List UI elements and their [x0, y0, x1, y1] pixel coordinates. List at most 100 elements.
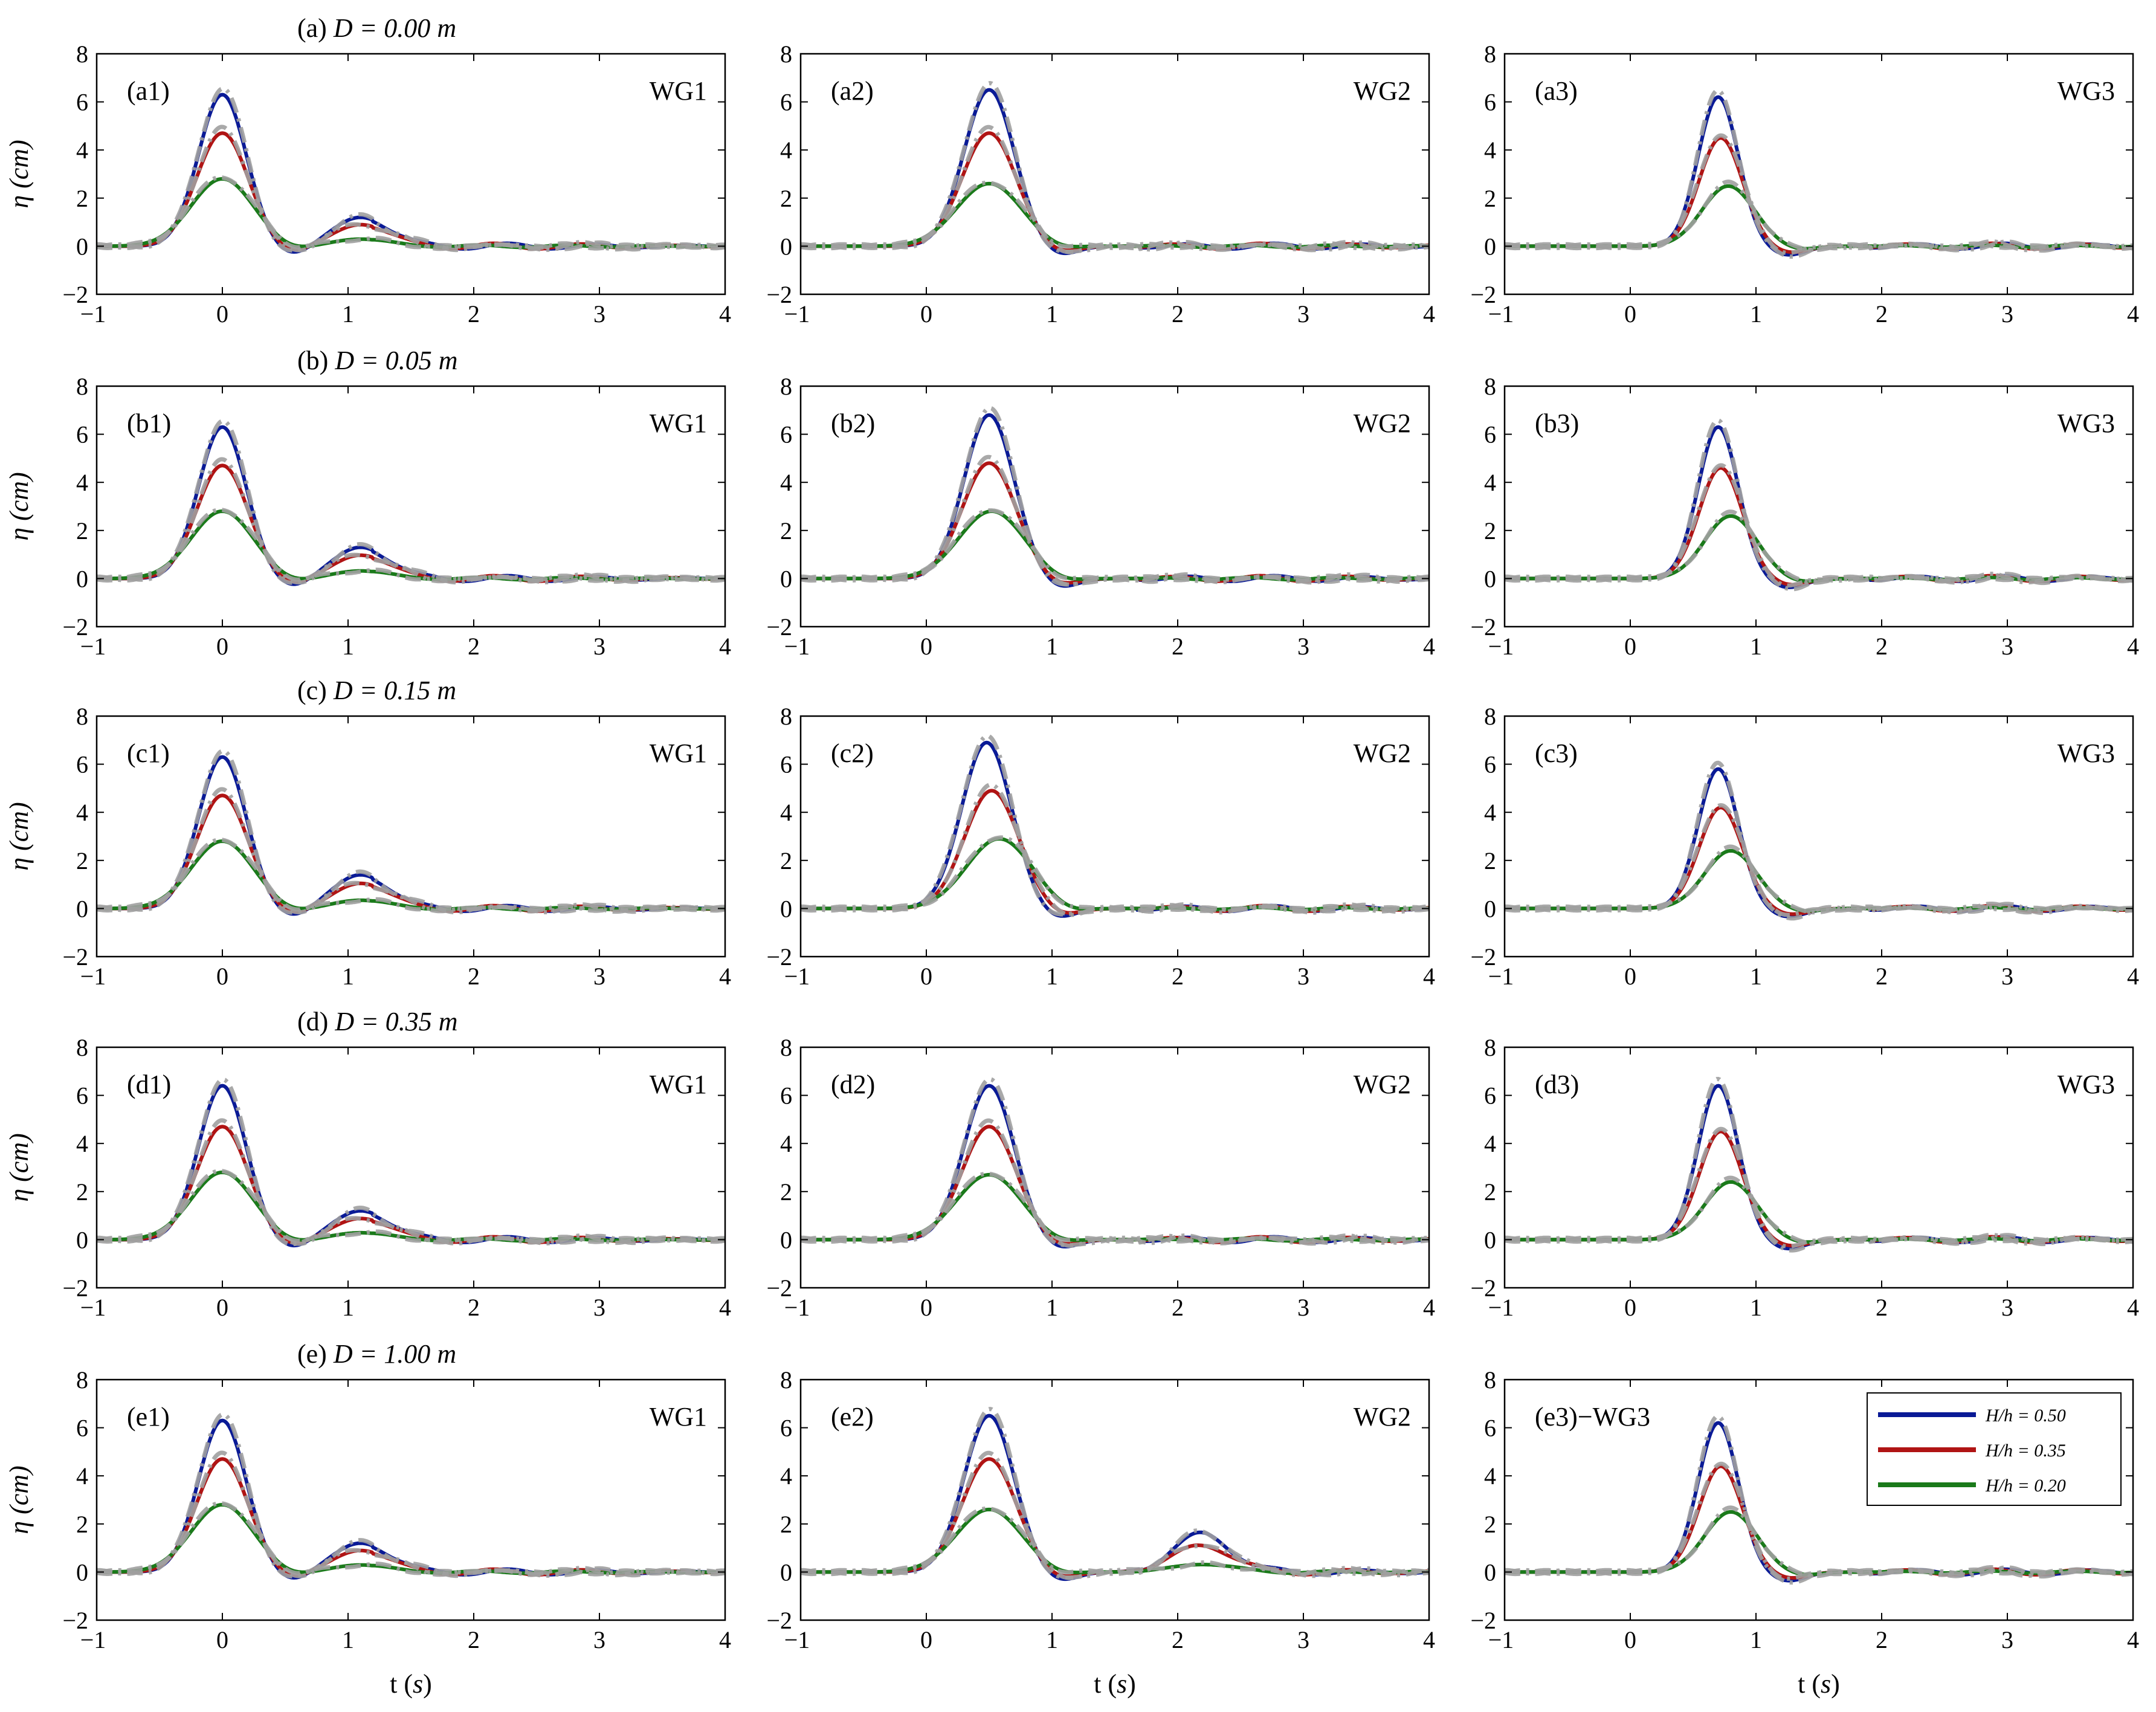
y-axis-label: η (cm) [4, 1133, 34, 1201]
axes-frame [1503, 715, 2134, 958]
y-tick-label: 0 [76, 565, 88, 592]
panel-label: (a1) [127, 76, 170, 106]
y-axis-label: η (cm) [4, 140, 34, 208]
comparison-line [1505, 1461, 2133, 1581]
gauge-label: WG1 [650, 76, 707, 106]
panel-label: (c3) [1535, 738, 1578, 768]
y-tick-label: 0 [780, 233, 792, 260]
y-tick-label: 2 [780, 185, 792, 212]
row-title: (c) D = 0.15 m [297, 676, 456, 705]
x-tick-label: −1 [80, 300, 106, 328]
y-tick-label: −2 [766, 1607, 792, 1634]
x-tick-label: 2 [468, 963, 480, 990]
gauge-label: WG3 [2058, 738, 2115, 768]
comparison-line [97, 1169, 725, 1245]
comparison-line [97, 838, 725, 914]
x-tick-label: 4 [2127, 1626, 2139, 1653]
y-tick-label: 6 [1484, 89, 1496, 116]
panel-label: (c1) [127, 738, 170, 768]
y-tick-label: 2 [1484, 1511, 1496, 1538]
legend-label: H/h = 0.50 [1985, 1406, 2066, 1426]
y-tick-label: 4 [1484, 1130, 1496, 1157]
panel-b1: −1 0 1 2 3 4 −2 0 2 4 6 8 (b1) WG1 η (cm) [4, 373, 731, 660]
x-tick-label: 2 [468, 633, 480, 660]
x-tick-label: 1 [342, 1294, 354, 1321]
x-tick-label: 4 [2127, 963, 2139, 990]
comparison-line [1505, 463, 2133, 588]
comparison-line [801, 1407, 1429, 1580]
gauge-label: WG2 [1354, 1402, 1411, 1432]
panel-a1: −1 0 1 2 3 4 −2 0 2 4 6 8 (a1) WG1 η (cm) [4, 40, 731, 328]
comparison-line [801, 1077, 1429, 1247]
y-tick-label: 4 [76, 469, 88, 496]
x-tick-label: 4 [1423, 963, 1435, 990]
y-tick-label: 0 [76, 233, 88, 260]
axes-frame [799, 385, 1430, 628]
y-axis-label: η (cm) [4, 1465, 34, 1534]
y-tick-label: 6 [1484, 1082, 1496, 1110]
series-line-0.50 [801, 740, 1429, 918]
y-tick-label: 4 [76, 137, 88, 164]
panel-label: (b3) [1535, 409, 1579, 438]
axes-frame [799, 715, 1430, 958]
y-tick-label: 8 [780, 1034, 792, 1061]
y-tick-label: 6 [76, 1415, 88, 1442]
x-tick-label: −1 [80, 1626, 106, 1653]
series-line-0.35 [1505, 466, 2133, 587]
x-tick-label: 4 [1423, 633, 1435, 660]
x-tick-label: 3 [593, 1626, 605, 1653]
axes-frame [1503, 385, 2134, 628]
x-tick-label: 0 [920, 963, 932, 990]
comparison-line [97, 457, 725, 585]
x-tick-label: 4 [1423, 1294, 1435, 1321]
comparison-line [801, 1450, 1429, 1580]
panel-a2: −1 0 1 2 3 4 −2 0 2 4 6 8 (a2) WG2 [766, 40, 1435, 328]
y-axis-label: η (cm) [4, 472, 34, 540]
comparison-line [801, 124, 1429, 254]
x-tick-label: 0 [920, 1294, 932, 1321]
axes-frame [95, 53, 726, 296]
y-tick-label: 2 [76, 185, 88, 212]
y-tick-label: 4 [1484, 137, 1496, 164]
x-tick-label: 4 [2127, 633, 2139, 660]
y-tick-label: −2 [62, 1607, 88, 1634]
series-line-0.20 [1505, 514, 2133, 583]
axes-frame [799, 1378, 1430, 1621]
series-line-0.50 [97, 425, 725, 586]
row-title: (b) D = 0.05 m [297, 346, 458, 375]
series-line-0.50 [1505, 767, 2133, 919]
x-tick-label: 0 [216, 633, 228, 660]
series-line-0.20 [1505, 1510, 2133, 1577]
comparison-line [97, 1450, 725, 1578]
x-tick-label: 1 [1046, 963, 1058, 990]
x-axis-label: t (s) [1798, 1669, 1840, 1699]
y-tick-label: −2 [766, 281, 792, 308]
series-line-0.35 [801, 789, 1429, 915]
y-tick-label: 8 [780, 1366, 792, 1394]
y-tick-label: 8 [76, 1034, 88, 1061]
panel-label: (b2) [831, 409, 875, 438]
y-tick-label: 4 [1484, 469, 1496, 496]
comparison-line [1505, 418, 2133, 592]
panel-c1: −1 0 1 2 3 4 −2 0 2 4 6 8 (c1) WG1 η (cm) [4, 703, 731, 990]
x-tick-label: 4 [1423, 1626, 1435, 1653]
comparison-line [801, 405, 1429, 587]
panel-c2: −1 0 1 2 3 4 −2 0 2 4 6 8 (c2) WG2 [766, 703, 1435, 990]
axes-frame [95, 715, 726, 958]
comparison-line [1505, 179, 2133, 253]
comparison-line [801, 1171, 1429, 1245]
y-tick-label: 8 [76, 373, 88, 400]
comparison-line [1505, 844, 2133, 915]
comparison-line [801, 81, 1429, 254]
comparison-line [97, 175, 725, 251]
comparison-line [1505, 1505, 2133, 1578]
x-tick-label: 4 [719, 300, 731, 328]
y-tick-label: 4 [76, 799, 88, 826]
y-tick-label: 8 [76, 703, 88, 730]
x-tick-label: 1 [1750, 300, 1762, 328]
x-tick-label: 2 [1876, 633, 1888, 660]
y-tick-label: 2 [780, 1178, 792, 1206]
y-tick-label: 8 [76, 40, 88, 68]
